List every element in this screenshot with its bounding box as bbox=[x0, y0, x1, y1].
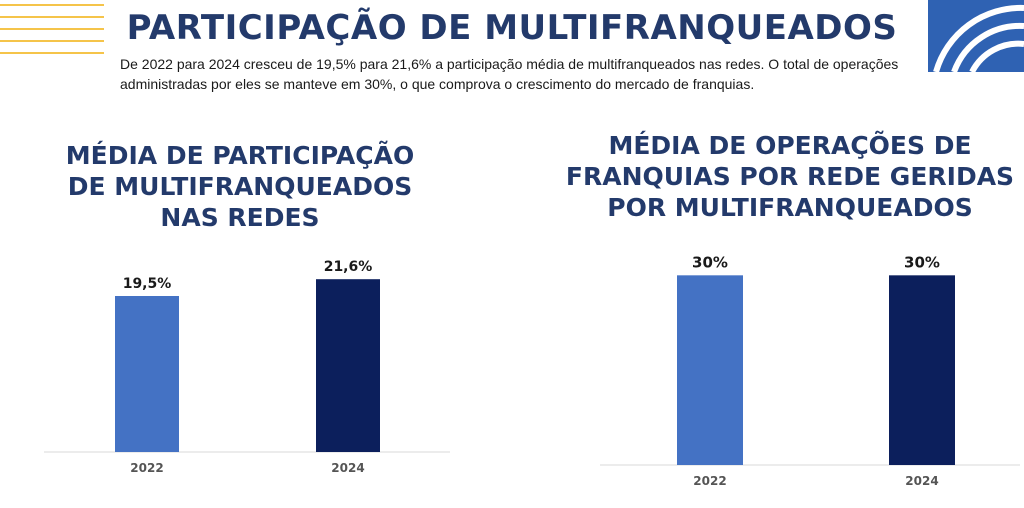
chart-participation: 19,5% 2022 21,6% 2024 bbox=[44, 259, 450, 475]
category-label-2022: 2022 bbox=[130, 461, 163, 475]
decorative-lines bbox=[0, 0, 112, 60]
chart-title-participation: MÉDIA DE PARTICIPAÇÃO DE MULTIFRANQUEADO… bbox=[65, 141, 415, 232]
brand-corner-graphic bbox=[928, 0, 1024, 72]
bar-2024 bbox=[889, 275, 955, 465]
bar-2022 bbox=[115, 296, 179, 452]
bar-2024 bbox=[316, 279, 380, 452]
value-label-2024: 30% bbox=[904, 253, 940, 271]
category-label-2024: 2024 bbox=[331, 461, 364, 475]
chart-operations: 30% 2022 30% 2024 bbox=[600, 253, 1020, 488]
category-label-2022: 2022 bbox=[693, 474, 726, 488]
intro-paragraph: De 2022 para 2024 cresceu de 19,5% para … bbox=[120, 56, 899, 92]
value-label-2022: 30% bbox=[692, 253, 728, 271]
value-label-2024: 21,6% bbox=[324, 259, 373, 275]
bar-2022 bbox=[677, 275, 743, 465]
category-label-2024: 2024 bbox=[905, 474, 938, 488]
value-label-2022: 19,5% bbox=[123, 276, 172, 292]
chart-title-operations: MÉDIA DE OPERAÇÕES DE FRANQUIAS POR REDE… bbox=[565, 131, 1015, 222]
page-title: PARTICIPAÇÃO DE MULTIFRANQUEADOS bbox=[126, 8, 898, 48]
